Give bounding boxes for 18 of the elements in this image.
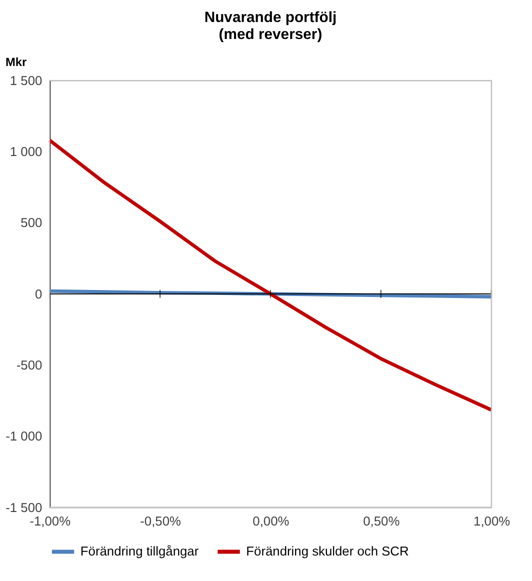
x-tick-label: 1,00% — [474, 514, 510, 529]
legend-label: Förändring skulder och SCR — [246, 544, 409, 559]
y-tick-label: 1 000 — [10, 144, 42, 160]
text: (med reverser) — [218, 26, 322, 43]
text: Nuvarande portfölj — [204, 10, 337, 26]
x-tick-label: -0,50% — [140, 514, 181, 529]
y-tick-label: 1 500 — [10, 72, 42, 88]
y-axis-title: Mkr — [5, 55, 27, 70]
line-series — [48, 138, 494, 412]
y-tick-label: -1 500 — [6, 500, 42, 515]
y-tick-label: 0 — [35, 286, 42, 302]
y-tick-label: -1 000 — [6, 428, 42, 444]
y-tick-label: 500 — [20, 215, 42, 230]
x-tick-label: 0,50% — [363, 514, 400, 529]
x-tick-label: -1,00% — [30, 514, 71, 529]
legend-label: Förändring tillgångar — [80, 544, 200, 559]
y-tick-label: -500 — [16, 358, 42, 373]
x-tick-label: 0,00% — [252, 514, 290, 529]
